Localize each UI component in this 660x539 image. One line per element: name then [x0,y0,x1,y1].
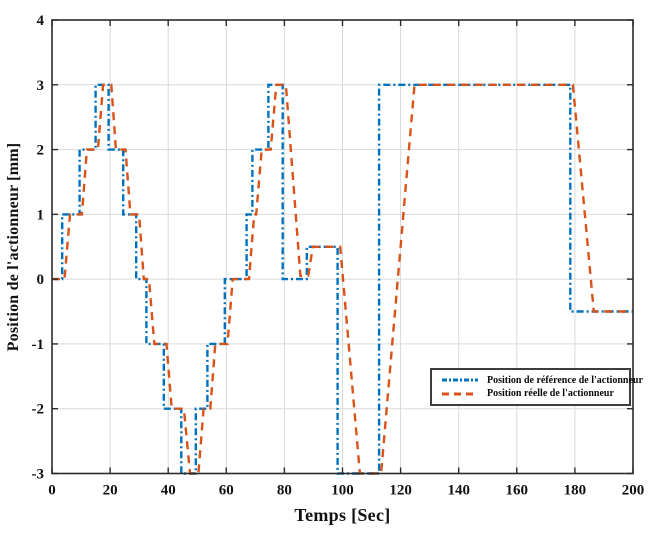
legend: Position de référence de l'actionneur Po… [430,368,643,406]
reference-line-sample-icon [442,378,478,382]
x-tick-label: 140 [447,483,470,499]
x-tick-label: 200 [622,483,645,499]
x-tick-label: 180 [564,483,587,499]
x-tick-label: 40 [161,483,176,499]
y-tick-label: 4 [37,13,45,29]
series-line-actual [52,83,633,475]
y-tick-label: 0 [37,272,45,288]
legend-item-actual: Position réelle de l'actionneur [440,388,625,399]
legend-label-reference: Position de référence de l'actionneur [487,374,643,386]
x-tick-label: 160 [506,483,529,499]
y-axis-label: Position de l'actionneur [mm] [5,142,22,352]
y-tick-label: -2 [32,402,45,418]
y-tick-label: -1 [32,337,45,353]
x-tick-label: 120 [389,483,412,499]
y-tick-label: -3 [32,467,45,483]
actual-line-sample-icon [442,392,478,396]
x-tick-label: 80 [277,483,292,499]
x-tick-label: 60 [219,483,234,499]
y-tick-label: 3 [37,78,45,94]
x-axis-label: Temps [Sec] [294,505,391,525]
legend-item-reference: Position de référence de l'actionneur [440,375,643,386]
y-tick-label: 1 [37,207,45,223]
legend-label-actual: Position réelle de l'actionneur [487,388,614,400]
x-tick-label: 100 [331,483,354,499]
x-tick-label: 20 [103,483,118,499]
y-tick-label: 2 [37,143,45,159]
x-tick-label: 0 [48,483,56,499]
